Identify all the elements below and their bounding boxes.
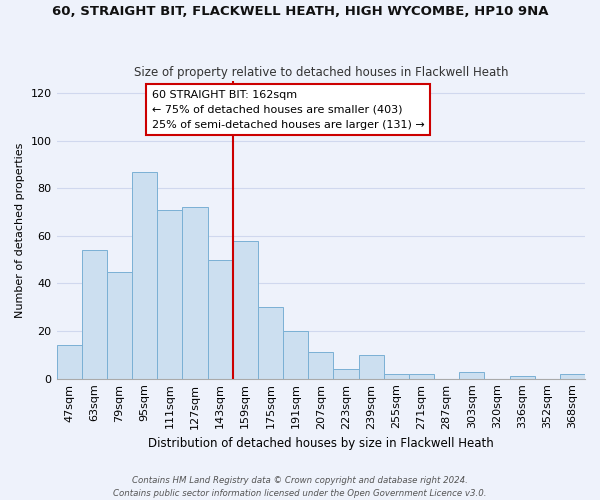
Bar: [560, 374, 585, 378]
Y-axis label: Number of detached properties: Number of detached properties: [15, 142, 25, 318]
Bar: [409, 374, 434, 378]
Bar: [459, 372, 484, 378]
Bar: [107, 272, 132, 378]
Bar: [182, 207, 208, 378]
Bar: [308, 352, 334, 378]
X-axis label: Distribution of detached houses by size in Flackwell Heath: Distribution of detached houses by size …: [148, 437, 494, 450]
Bar: [233, 240, 258, 378]
Bar: [56, 346, 82, 378]
Bar: [132, 172, 157, 378]
Bar: [82, 250, 107, 378]
Bar: [157, 210, 182, 378]
Bar: [359, 355, 383, 378]
Text: 60, STRAIGHT BIT, FLACKWELL HEATH, HIGH WYCOMBE, HP10 9NA: 60, STRAIGHT BIT, FLACKWELL HEATH, HIGH …: [52, 5, 548, 18]
Bar: [334, 369, 359, 378]
Text: 60 STRAIGHT BIT: 162sqm
← 75% of detached houses are smaller (403)
25% of semi-d: 60 STRAIGHT BIT: 162sqm ← 75% of detache…: [152, 90, 424, 130]
Bar: [258, 308, 283, 378]
Text: Contains HM Land Registry data © Crown copyright and database right 2024.
Contai: Contains HM Land Registry data © Crown c…: [113, 476, 487, 498]
Bar: [383, 374, 409, 378]
Bar: [283, 331, 308, 378]
Title: Size of property relative to detached houses in Flackwell Heath: Size of property relative to detached ho…: [134, 66, 508, 78]
Bar: [208, 260, 233, 378]
Bar: [509, 376, 535, 378]
